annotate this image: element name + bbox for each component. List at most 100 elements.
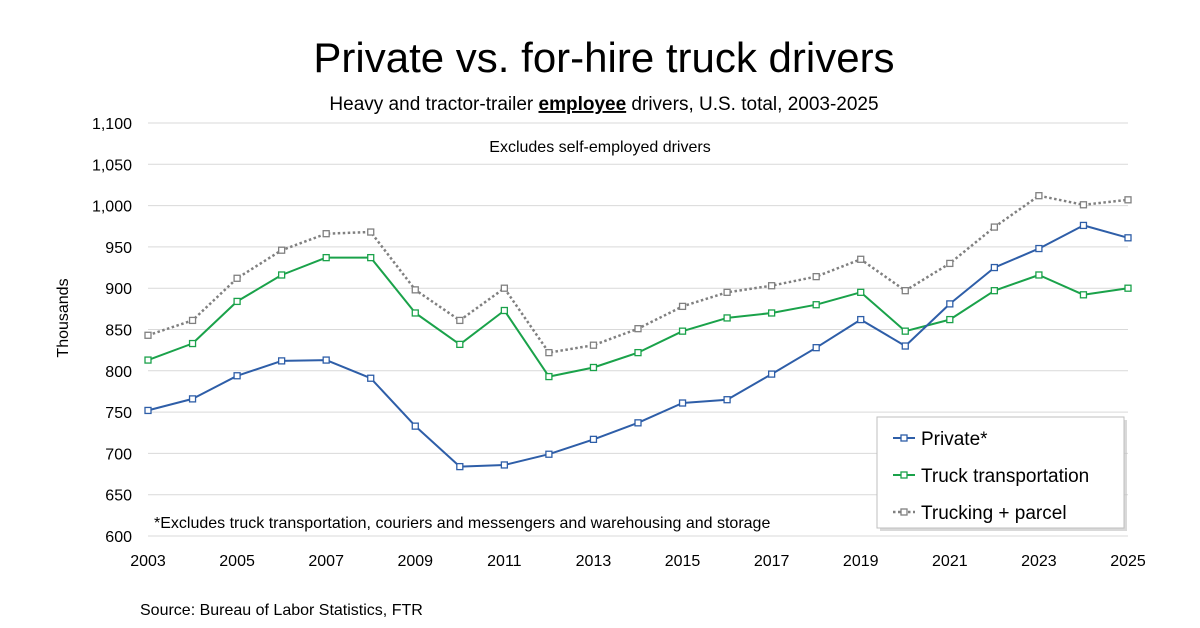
y-axis-ticks: 600 650 700 750 800 850 900 950 1,000 1,050 1,100 [92, 116, 132, 546]
x-tick-label: 2003 [130, 553, 166, 570]
subtitle-part-2: drivers, U.S. total, 2003-2025 [626, 94, 878, 115]
chart-subtitle: Heavy and tractor-trailer employee drive… [329, 94, 878, 115]
data-point [367, 228, 375, 236]
data-point [277, 246, 286, 254]
data-point [411, 309, 419, 317]
subtitle-part-1: Heavy and tractor-trailer [329, 94, 538, 115]
x-tick-label: 2005 [219, 553, 255, 570]
data-point [990, 223, 999, 231]
data-point [857, 255, 865, 263]
series-trucking-parcel [144, 192, 1132, 357]
y-tick-label: 1,050 [92, 157, 132, 174]
series-private [144, 221, 1132, 471]
series-line [147, 256, 1129, 378]
data-point [723, 288, 731, 296]
data-point [634, 419, 642, 427]
data-point [723, 396, 731, 404]
source-note: Source: Bureau of Labor Statistics, FTR [140, 602, 423, 619]
data-point [500, 461, 509, 469]
data-point [857, 315, 865, 324]
data-point [500, 284, 509, 292]
data-point [367, 253, 375, 262]
data-point [678, 327, 687, 335]
data-point [144, 406, 152, 415]
x-tick-label: 2013 [576, 553, 612, 570]
data-point [812, 301, 820, 309]
data-point [144, 356, 152, 364]
legend-swatch-marker [900, 471, 908, 479]
x-tick-label: 2017 [754, 553, 790, 570]
data-point [767, 370, 776, 378]
data-point [1079, 291, 1088, 299]
legend-box [876, 416, 1125, 529]
series-truck-transportation [144, 253, 1132, 381]
data-point [901, 287, 909, 295]
data-point [767, 282, 776, 290]
y-tick-label: 600 [105, 529, 132, 546]
x-axis-ticks: 2003 2005 2007 2009 2011 2013 2015 2017 2019 2021… [130, 553, 1146, 570]
x-tick-label: 2015 [665, 553, 701, 570]
data-point [456, 316, 464, 325]
legend-swatch-marker [900, 508, 908, 516]
data-point [678, 399, 687, 407]
data-point [545, 450, 553, 458]
y-tick-label: 900 [105, 281, 132, 298]
data-point [589, 435, 598, 444]
data-point [367, 374, 375, 382]
data-point [812, 272, 820, 281]
data-point [277, 357, 286, 365]
x-tick-label: 2007 [308, 553, 344, 570]
data-point [500, 306, 509, 315]
data-point [990, 263, 999, 272]
data-point [1124, 284, 1132, 292]
data-point [188, 316, 197, 325]
data-point [1035, 192, 1043, 200]
y-tick-label: 950 [105, 240, 132, 257]
data-point [233, 372, 241, 380]
data-point [678, 302, 687, 311]
data-point [1079, 201, 1088, 209]
y-tick-label: 850 [105, 323, 132, 340]
subtitle-emphasis: employee [539, 94, 627, 115]
data-point [723, 314, 731, 322]
data-point [322, 253, 330, 262]
data-point [322, 356, 330, 364]
data-point [188, 395, 197, 403]
data-point [634, 325, 642, 333]
x-tick-label: 2009 [397, 553, 433, 570]
data-point [233, 274, 241, 282]
data-point [545, 348, 553, 357]
y-tick-label: 750 [105, 405, 132, 422]
data-point [144, 331, 152, 339]
data-point [767, 309, 776, 317]
x-tick-label: 2021 [932, 553, 968, 570]
data-point [545, 372, 553, 381]
legend-swatch-marker [900, 434, 908, 442]
legend-label: Trucking + parcel [921, 503, 1067, 524]
data-point [1035, 271, 1043, 279]
chart-annotation: Excludes self-employed drivers [489, 139, 710, 156]
data-point [277, 271, 286, 279]
legend: Private* Truck transportation Trucking + p… [876, 416, 1127, 531]
y-axis-label: Thousands [55, 278, 72, 357]
x-tick-label: 2019 [843, 553, 879, 570]
data-point [634, 348, 642, 357]
data-point [901, 327, 909, 335]
data-point [1124, 196, 1132, 204]
data-point [1035, 244, 1043, 253]
y-tick-label: 800 [105, 364, 132, 381]
x-tick-label: 2011 [487, 553, 522, 570]
data-point [946, 259, 954, 268]
chart-title: Private vs. for-hire truck drivers [313, 34, 894, 81]
data-point [322, 230, 330, 238]
data-point [411, 422, 419, 430]
data-point [990, 287, 999, 295]
x-tick-label: 2025 [1110, 553, 1146, 570]
data-point [946, 300, 954, 308]
y-tick-label: 1,000 [92, 199, 132, 216]
y-tick-label: 700 [105, 446, 132, 463]
y-tick-label: 1,100 [92, 116, 132, 133]
series-lines [144, 192, 1132, 471]
